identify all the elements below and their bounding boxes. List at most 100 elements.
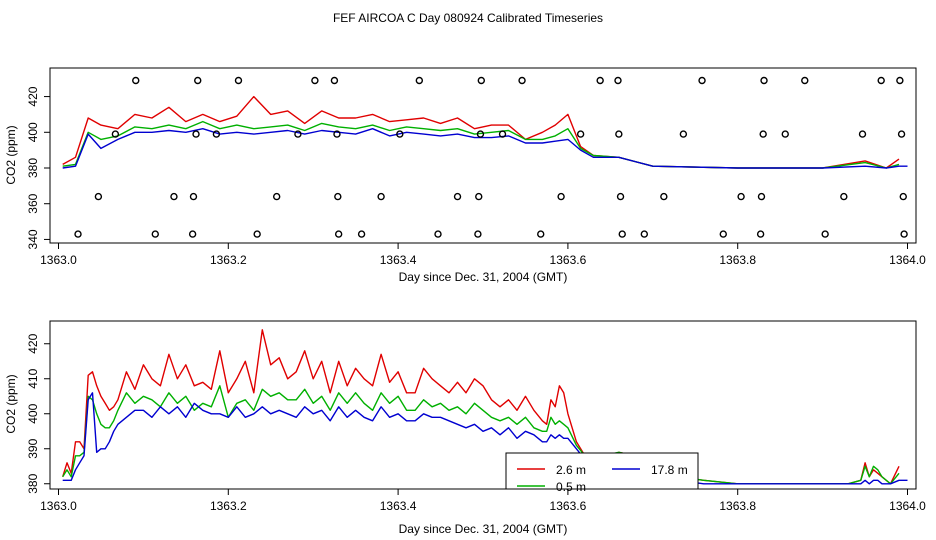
bottom-x-tick-label-4: 1363.8 xyxy=(719,499,756,513)
top-scatter-point-38 xyxy=(616,192,625,201)
legend: 2.6 m 0.5 m 17.8 m xyxy=(505,452,699,494)
top-scatter-point-34 xyxy=(576,130,585,138)
bottom-y-tick-label-3: 410 xyxy=(26,368,40,388)
top-x-tick-label-4: 1363.8 xyxy=(719,253,756,267)
bottom-y-tick-label-2: 400 xyxy=(26,403,40,423)
top-scatter-point-18 xyxy=(334,192,342,201)
top-scatter-point-49 xyxy=(760,76,768,85)
bottom-x-tick-label-0: 1363.0 xyxy=(40,499,77,513)
top-panel: Day since Dec. 31, 2004 (GMT) CO2 (ppm) … xyxy=(4,67,926,284)
top-scatter-point-11 xyxy=(234,76,243,85)
bottom-x-tick-label-2: 1363.4 xyxy=(380,499,417,513)
top-scatter-point-1 xyxy=(94,192,103,201)
top-scatter-point-54 xyxy=(858,130,867,138)
top-scatter-point-13 xyxy=(272,192,281,201)
bottom-series-lines xyxy=(62,329,908,485)
top-scatter-point-12 xyxy=(253,230,261,238)
top-scatter-point-46 xyxy=(756,230,765,238)
top-scatter-point-15 xyxy=(311,76,319,85)
legend-label-red: 2.6 m xyxy=(556,463,586,477)
top-scatter-point-47 xyxy=(757,192,766,201)
top-x-tick-label-5: 1364.0 xyxy=(889,253,926,267)
bottom-y-tick-label-1: 390 xyxy=(26,438,40,458)
top-x-ticks: 1363.0 1363.2 1363.4 1363.6 1363.8 1364.0 xyxy=(40,243,926,267)
top-x-tick-label-0: 1363.0 xyxy=(40,253,77,267)
legend-label-blue: 17.8 m xyxy=(651,463,688,477)
top-scatter-point-25 xyxy=(453,192,462,201)
top-scatter-point-56 xyxy=(896,76,904,85)
legend-label-green: 0.5 m xyxy=(556,480,586,494)
bottom-series-line-blue xyxy=(62,392,908,485)
top-scatter-point-35 xyxy=(596,76,604,85)
top-scatter-point-58 xyxy=(899,192,907,201)
bottom-series-line-red xyxy=(62,329,900,485)
top-scatter-point-23 xyxy=(415,76,424,85)
top-scatter-point-55 xyxy=(877,76,885,85)
bottom-plot-frame xyxy=(49,320,917,490)
top-scatter-point-16 xyxy=(330,76,339,85)
top-scatter-point-21 xyxy=(377,192,385,201)
top-scatter-point-41 xyxy=(660,192,668,201)
top-scatter-point-57 xyxy=(897,130,906,138)
top-scatter-point-0 xyxy=(74,230,82,238)
top-scatter-point-44 xyxy=(719,230,727,238)
top-scatter-point-32 xyxy=(537,230,545,238)
top-scatter-point-27 xyxy=(475,192,483,201)
top-scatter-point-19 xyxy=(334,230,343,238)
top-scatter-point-40 xyxy=(640,230,649,238)
top-scatter-point-24 xyxy=(434,230,442,238)
top-x-tick-label-1: 1363.2 xyxy=(210,253,247,267)
top-scatter-point-43 xyxy=(698,76,706,85)
bottom-x-tick-label-3: 1363.6 xyxy=(550,499,587,513)
top-plot-frame xyxy=(49,67,917,244)
top-scatter-point-2 xyxy=(111,130,120,138)
bottom-x-ticks: 1363.0 1363.2 1363.4 1363.6 1363.8 1364.0 xyxy=(40,489,926,513)
top-scatter-point-29 xyxy=(477,76,486,85)
top-scatter-point-22 xyxy=(396,130,404,138)
top-y-ticks: 340 360 380 400 420 xyxy=(26,86,50,249)
top-series-line-blue xyxy=(62,127,908,169)
top-scatter-point-39 xyxy=(618,230,626,238)
chart-title: FEF AIRCOA C Day 080924 Calibrated Times… xyxy=(333,11,603,25)
top-scatter-point-4 xyxy=(151,230,159,238)
top-scatter-point-42 xyxy=(679,130,688,138)
top-y-tick-label-0: 340 xyxy=(26,229,40,249)
top-scatter-point-3 xyxy=(132,76,140,85)
top-scatter-point-17 xyxy=(333,130,341,138)
top-scatter-point-50 xyxy=(781,130,789,138)
top-x-tick-label-3: 1363.6 xyxy=(550,253,587,267)
top-scatter-point-31 xyxy=(518,76,526,85)
top-scatter-point-10 xyxy=(212,130,221,138)
top-scatter-point-51 xyxy=(801,76,809,85)
top-scatter-point-53 xyxy=(840,192,848,201)
bottom-y-axis-label: CO2 (ppm) xyxy=(4,374,18,433)
top-scatter-point-5 xyxy=(170,192,178,201)
top-scatter-point-26 xyxy=(474,230,482,238)
bottom-panel: Day since Dec. 31, 2004 (GMT) CO2 (ppm) … xyxy=(4,320,926,536)
bottom-x-axis-label: Day since Dec. 31, 2004 (GMT) xyxy=(399,522,568,536)
top-series-line-green xyxy=(62,120,900,169)
bottom-x-tick-label-5: 1364.0 xyxy=(889,499,926,513)
top-scatter-point-14 xyxy=(294,130,302,138)
top-scatter-point-59 xyxy=(900,230,908,238)
top-series-lines xyxy=(62,95,908,169)
top-y-tick-label-4: 420 xyxy=(26,86,40,106)
top-scatter-point-7 xyxy=(189,192,198,201)
top-scatter-points xyxy=(74,76,908,238)
bottom-y-ticks: 380 390 400 410 420 xyxy=(26,333,50,494)
top-scatter-point-45 xyxy=(737,192,745,201)
top-scatter-point-9 xyxy=(194,76,202,85)
top-scatter-point-48 xyxy=(759,130,767,138)
bottom-x-tick-label-1: 1363.2 xyxy=(210,499,247,513)
top-y-tick-label-1: 360 xyxy=(26,193,40,213)
top-scatter-point-28 xyxy=(476,130,485,138)
top-x-axis-label: Day since Dec. 31, 2004 (GMT) xyxy=(399,270,568,284)
top-scatter-point-37 xyxy=(615,130,623,138)
bottom-series-line-green xyxy=(62,385,900,485)
top-scatter-point-20 xyxy=(357,230,366,238)
bottom-y-tick-label-0: 380 xyxy=(26,473,40,493)
top-y-axis-label: CO2 (ppm) xyxy=(4,125,18,184)
top-y-tick-label-3: 400 xyxy=(26,122,40,142)
top-scatter-point-30 xyxy=(498,130,507,138)
